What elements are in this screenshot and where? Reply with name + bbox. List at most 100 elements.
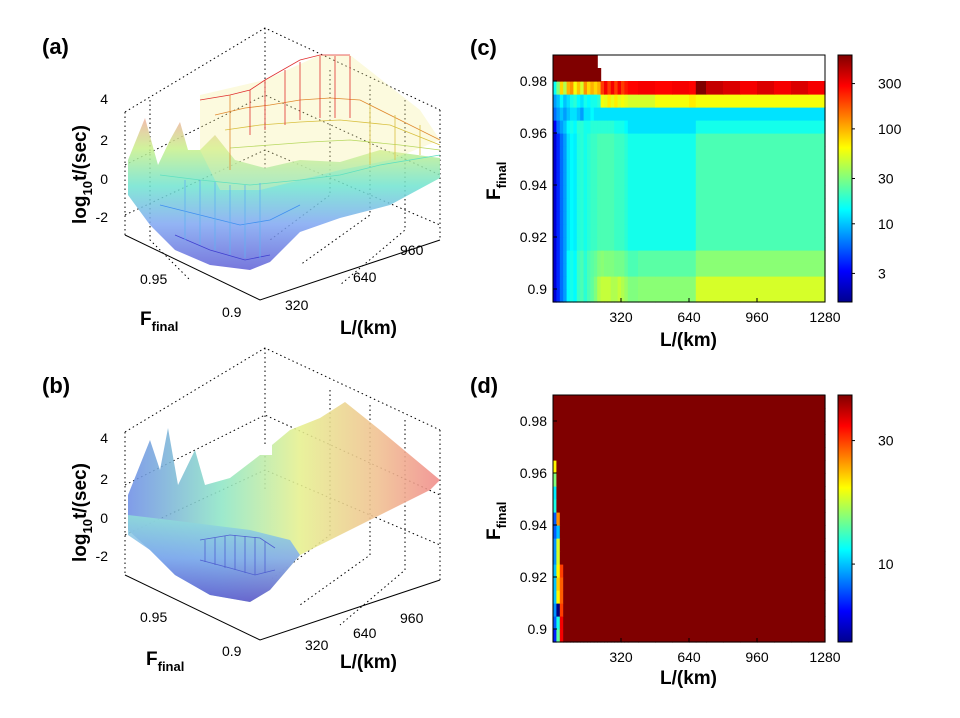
heatmap-cell <box>604 460 608 474</box>
panel-c-heatmap <box>553 55 826 303</box>
heatmap-cell <box>597 499 602 513</box>
heatmap-cell <box>774 629 792 643</box>
heatmap-cell <box>791 447 809 461</box>
heatmap-cell <box>723 211 741 225</box>
heatmap-cell <box>689 486 697 500</box>
heatmap-cell <box>597 460 602 474</box>
heatmap-cell <box>580 564 585 578</box>
heatmap-cell <box>563 447 568 461</box>
heatmap-cell <box>638 107 656 121</box>
heatmap-cell <box>573 460 578 474</box>
heatmap-cell <box>607 250 612 264</box>
heatmap-cell <box>576 81 581 95</box>
heatmap-cell <box>583 486 588 500</box>
heatmap-cell <box>566 434 571 448</box>
heatmap-cell <box>597 185 602 199</box>
heatmap-cell <box>791 185 809 199</box>
heatmap-cell <box>614 629 619 643</box>
panel-a-f-tick: 0.9 <box>222 304 242 320</box>
heatmap-cell <box>723 408 741 422</box>
heatmap-cell <box>689 577 697 591</box>
heatmap-cell <box>559 68 564 82</box>
heatmap-cell <box>791 395 809 409</box>
heatmap-cell <box>587 68 591 82</box>
heatmap-cell <box>740 590 758 604</box>
heatmap-cell <box>563 237 568 251</box>
heatmap-cell <box>604 603 608 617</box>
heatmap-cell <box>706 551 724 565</box>
heatmap-cell <box>774 146 792 160</box>
heatmap-cell <box>774 512 792 526</box>
heatmap-cell <box>563 460 568 474</box>
heatmap-cell <box>587 276 591 290</box>
heatmap-cell <box>617 616 622 630</box>
heatmap-cell <box>627 211 639 225</box>
heatmap-cell <box>627 460 639 474</box>
heatmap-cell <box>757 198 775 212</box>
heatmap-cell <box>597 512 602 526</box>
heatmap-cell <box>774 289 792 303</box>
heatmap-cell <box>614 250 619 264</box>
heatmap-cell <box>563 211 568 225</box>
heatmap-cell <box>723 525 741 539</box>
heatmap-cell <box>638 434 656 448</box>
heatmap-cell <box>583 94 588 108</box>
heatmap-cell <box>757 107 775 121</box>
heatmap-cell <box>580 250 585 264</box>
heatmap-cell <box>614 473 619 487</box>
heatmap-cell <box>573 577 578 591</box>
heatmap-cell <box>566 486 571 500</box>
heatmap-cell <box>621 198 625 212</box>
heatmap-cell <box>573 172 578 186</box>
heatmap-cell <box>672 629 690 643</box>
heatmap-cell <box>740 81 758 95</box>
heatmap-cell <box>559 538 564 552</box>
heatmap-cell <box>590 616 595 630</box>
heatmap-cell <box>808 146 826 160</box>
heatmap-cell <box>600 590 605 604</box>
heatmap-cell <box>791 460 809 474</box>
heatmap-cell <box>553 146 557 160</box>
heatmap-cell <box>593 460 598 474</box>
heatmap-cell <box>672 590 690 604</box>
heatmap-cell <box>627 120 639 134</box>
heatmap-cell <box>593 198 598 212</box>
heatmap-cell <box>583 603 588 617</box>
heatmap-cell <box>757 434 775 448</box>
heatmap-cell <box>621 172 625 186</box>
heatmap-cell <box>621 551 625 565</box>
heatmap-cell <box>617 447 622 461</box>
heatmap-cell <box>617 577 622 591</box>
heatmap-cell <box>740 263 758 277</box>
heatmap-cell <box>556 590 561 604</box>
heatmap-cell <box>610 172 615 186</box>
panel-c-x-label: L/(km) <box>660 330 717 351</box>
heatmap-cell <box>638 224 656 238</box>
heatmap-cell <box>757 263 775 277</box>
heatmap-cell <box>621 421 625 435</box>
heatmap-cell <box>740 616 758 630</box>
heatmap-cell <box>553 629 557 643</box>
heatmap-cell <box>808 263 826 277</box>
heatmap-cell <box>587 107 591 121</box>
heatmap-cell <box>593 473 598 487</box>
heatmap-cell <box>706 447 724 461</box>
heatmap-cell <box>624 94 629 108</box>
heatmap-cell <box>695 512 707 526</box>
panel-a-l-tick: 640 <box>353 269 377 285</box>
heatmap-cell <box>621 603 625 617</box>
heatmap-cell <box>723 421 741 435</box>
heatmap-cell <box>566 159 571 173</box>
heatmap-cell <box>576 616 581 630</box>
heatmap-cell <box>740 133 758 147</box>
heatmap-cell <box>617 512 622 526</box>
heatmap-cell <box>576 120 581 134</box>
heatmap-cell <box>757 211 775 225</box>
heatmap-cell <box>604 120 608 134</box>
heatmap-cell <box>563 603 568 617</box>
heatmap-cell <box>576 146 581 160</box>
heatmap-cell <box>689 538 697 552</box>
heatmap-cell <box>580 81 585 95</box>
heatmap-cell <box>617 198 622 212</box>
heatmap-cell <box>590 159 595 173</box>
